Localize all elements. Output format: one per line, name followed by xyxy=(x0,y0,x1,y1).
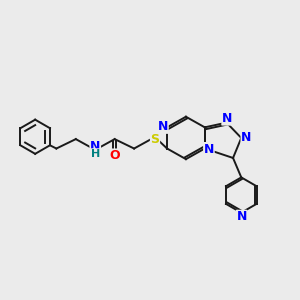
Text: N: N xyxy=(90,140,101,153)
Text: S: S xyxy=(151,134,160,146)
Text: O: O xyxy=(110,149,120,162)
Text: N: N xyxy=(204,142,214,156)
Text: H: H xyxy=(91,149,100,159)
Text: N: N xyxy=(241,131,251,144)
Text: N: N xyxy=(158,120,168,133)
Text: N: N xyxy=(222,112,232,125)
Text: N: N xyxy=(236,210,247,223)
